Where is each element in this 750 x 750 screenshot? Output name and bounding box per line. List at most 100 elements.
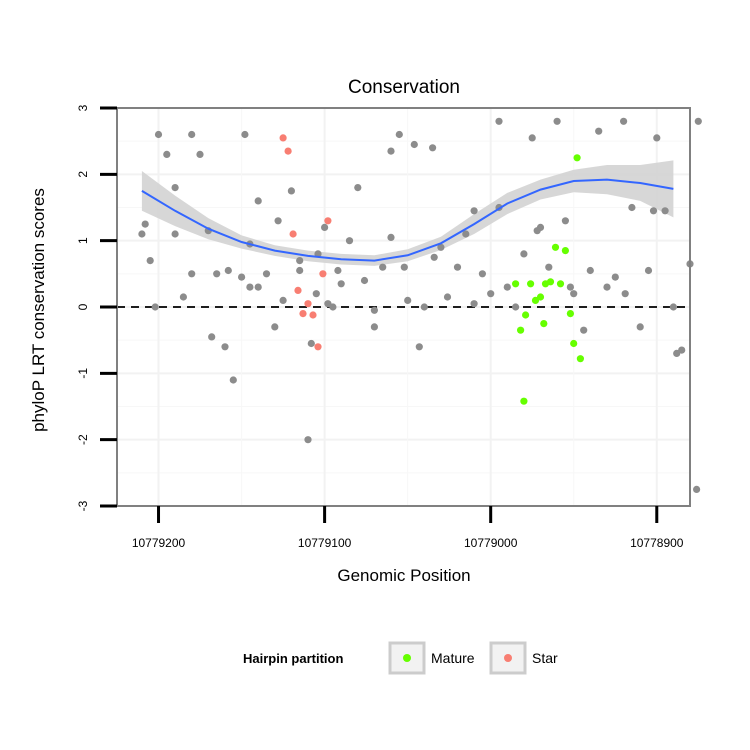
point-mature [546, 278, 555, 286]
point-other [312, 290, 320, 298]
point-other [307, 339, 315, 348]
point-other [673, 349, 681, 357]
point-other [430, 253, 438, 261]
point-other [188, 130, 196, 139]
point-mature [570, 339, 578, 348]
point-mature [566, 310, 575, 318]
point-other [620, 117, 628, 125]
point-other [345, 237, 354, 245]
point-other [387, 147, 395, 155]
point-mature [536, 293, 545, 301]
point-other [545, 263, 553, 271]
point-other [229, 376, 237, 384]
point-other [387, 233, 395, 241]
point-other [171, 230, 179, 238]
point-star [284, 147, 292, 155]
point-other [287, 187, 295, 195]
point-star [294, 286, 302, 294]
point-other [196, 150, 204, 158]
point-other [138, 230, 146, 238]
legend-label-star: Star [532, 650, 558, 666]
smooth-band [141, 160, 674, 266]
point-other [453, 263, 462, 271]
legend-label-mature: Mature [431, 650, 475, 666]
point-other [154, 130, 163, 139]
point-other [262, 270, 271, 278]
y-tick-label: 2 [76, 171, 90, 178]
x-tick-label: 10778900 [630, 536, 684, 550]
point-other [693, 485, 701, 493]
point-other [586, 266, 594, 275]
point-other [462, 230, 470, 238]
y-tick-label: -2 [76, 434, 90, 445]
legend-dot-mature [403, 654, 411, 662]
point-other [603, 283, 611, 291]
point-other [621, 290, 629, 298]
point-other [296, 257, 304, 265]
point-other [669, 303, 678, 311]
point-other [188, 270, 196, 278]
smooth-curve [141, 178, 674, 262]
point-other [151, 303, 159, 311]
y-tick-label: -3 [76, 500, 90, 511]
point-mature [540, 320, 548, 328]
legend-title: Hairpin partition [243, 651, 343, 666]
y-tick-label: -1 [76, 368, 90, 379]
point-other [370, 306, 378, 314]
point-star [309, 311, 317, 319]
point-other [429, 144, 437, 152]
point-other [611, 273, 619, 281]
point-other [370, 323, 378, 331]
point-star [289, 230, 297, 238]
point-other [224, 266, 232, 275]
x-tick-label: 10779100 [298, 536, 352, 550]
point-other [324, 300, 332, 308]
point-other [495, 117, 503, 125]
point-other [580, 326, 588, 334]
point-mature [551, 243, 560, 251]
legend: Hairpin partition Mature Star [243, 641, 558, 675]
point-other [644, 266, 653, 275]
point-mature [527, 280, 535, 288]
point-other [171, 184, 179, 192]
smooth-line [141, 178, 674, 262]
point-other [570, 290, 578, 298]
x-tick-label: 10779200 [132, 536, 186, 550]
axes: 10779200 10779100 10779000 10778900 -3 -2 -1 0 1… [76, 104, 691, 550]
point-other [354, 184, 362, 192]
point-other [208, 333, 216, 341]
point-star [319, 270, 327, 278]
point-other [271, 323, 279, 331]
point-other [395, 130, 403, 139]
point-other [566, 283, 575, 291]
point-other [141, 220, 149, 228]
x-axis-title: Genomic Position [337, 566, 470, 585]
point-mature [576, 355, 585, 363]
point-star [304, 300, 312, 308]
point-mature [556, 280, 565, 288]
point-other [636, 323, 644, 331]
point-other [528, 134, 536, 142]
point-other [334, 266, 342, 275]
point-other [274, 217, 282, 225]
point-other [279, 296, 287, 304]
point-other [337, 280, 345, 288]
point-other [694, 117, 702, 125]
point-other [179, 293, 187, 301]
point-other [321, 223, 329, 231]
point-mature [573, 154, 581, 162]
point-mature [517, 326, 525, 334]
point-star [324, 217, 332, 225]
point-mature [520, 397, 528, 405]
point-star [279, 134, 287, 142]
y-tick-label: 3 [76, 104, 90, 111]
point-other [410, 140, 418, 149]
point-star [314, 343, 322, 351]
point-other [254, 197, 262, 205]
point-other [503, 283, 511, 291]
legend-dot-star [504, 654, 512, 662]
point-other [213, 270, 221, 278]
point-mature [511, 280, 520, 288]
point-other [553, 117, 561, 125]
